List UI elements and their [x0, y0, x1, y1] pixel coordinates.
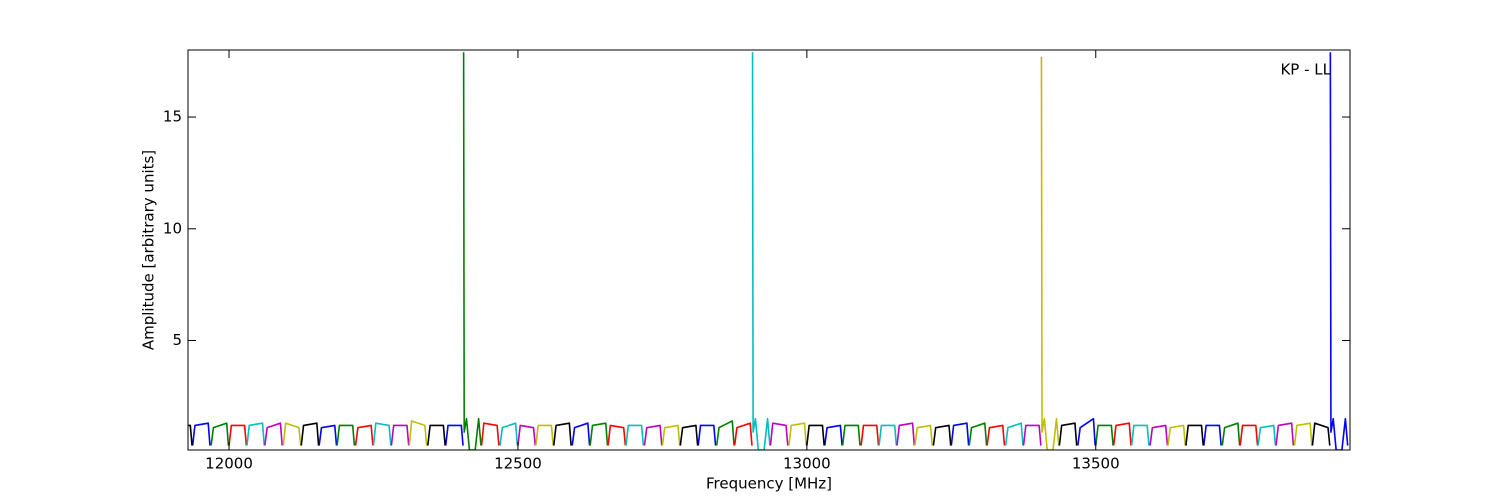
x-tick-label: 13500 — [1072, 455, 1120, 473]
spectrum-line — [282, 56, 1313, 450]
x-tick-label: 12000 — [205, 455, 253, 473]
x-tick-label: 12500 — [494, 455, 542, 473]
y-axis-label: Amplitude [arbitrary units] — [140, 150, 158, 350]
y-tick-label: 15 — [163, 108, 182, 126]
spectrum-line — [228, 422, 1259, 446]
y-tick-label: 10 — [163, 219, 182, 237]
plot-lines — [188, 52, 1349, 450]
spectrum-line — [246, 52, 1277, 450]
y-tick-label: 5 — [172, 331, 182, 349]
spectrum-line — [210, 52, 1241, 450]
spectrum-line — [264, 422, 1295, 446]
x-tick-label: 13000 — [783, 455, 831, 473]
plot-frame — [187, 49, 1351, 451]
spectrum-line — [191, 52, 1349, 450]
spectrum-line — [188, 422, 1331, 446]
x-axis-label: Frequency [MHz] — [706, 475, 832, 493]
annotation: KP - LL — [1280, 61, 1331, 79]
